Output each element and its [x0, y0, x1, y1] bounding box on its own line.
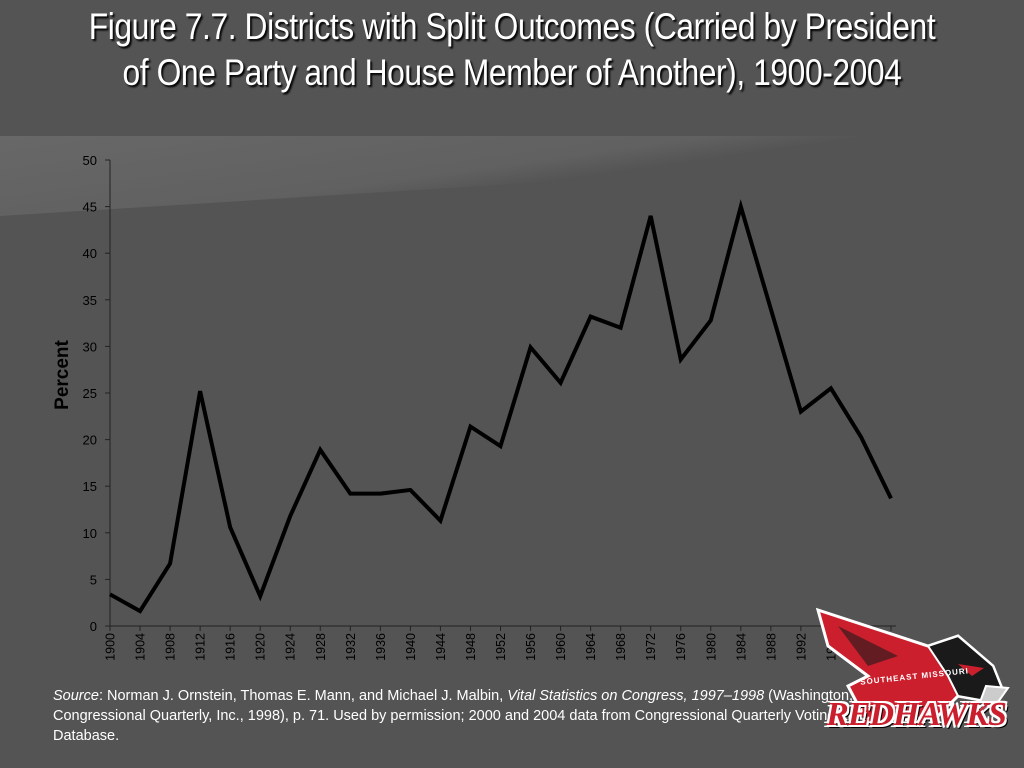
x-tick-label: 1988	[764, 633, 778, 661]
y-tick-label: 50	[83, 153, 97, 168]
source-text-1: : Norman J. Ornstein, Thomas E. Mann, an…	[98, 688, 508, 704]
x-tick-label: 1952	[494, 633, 508, 661]
y-tick-label: 30	[83, 339, 97, 354]
x-tick-label: 1932	[344, 633, 358, 661]
x-tick-label: 1968	[614, 633, 628, 661]
x-tick-label: 1944	[434, 633, 448, 661]
source-note: Source: Norman J. Ornstein, Thomas E. Ma…	[53, 686, 933, 746]
y-tick-label: 20	[83, 433, 97, 448]
x-tick-label: 1940	[404, 633, 418, 661]
x-tick-label: 1980	[704, 633, 718, 661]
logo-wordmark: REDHAWKS	[826, 696, 1007, 733]
y-tick-label: 0	[90, 619, 97, 634]
slide-title: Figure 7.7. Districts with Split Outcome…	[88, 6, 936, 93]
x-tick-label: 1920	[254, 633, 268, 661]
x-tick-label: 1936	[374, 633, 388, 661]
y-tick-label: 35	[83, 293, 97, 308]
x-tick-label: 1908	[164, 633, 178, 661]
x-tick-label: 1948	[464, 633, 478, 661]
redhawk-mascot-icon	[815, 607, 1010, 726]
x-tick-label: 1960	[554, 633, 568, 661]
x-tick-label: 1912	[194, 633, 208, 661]
x-tick-label: 1984	[734, 633, 748, 661]
series-line	[109, 199, 893, 614]
source-prefix: Source	[53, 688, 99, 704]
y-tick-label: 5	[90, 572, 97, 587]
x-tick-label: 1904	[134, 633, 148, 661]
x-tick-label: 1924	[284, 633, 298, 661]
x-tick-label: 1956	[524, 633, 538, 661]
x-tick-label: 1900	[104, 633, 118, 661]
y-tick-label: 10	[83, 526, 97, 541]
source-book-title: Vital Statistics on Congress, 1997–1998	[507, 688, 765, 704]
x-tick-label: 1928	[314, 633, 328, 661]
x-tick-label: 1976	[674, 633, 688, 661]
source-text-2: (Washington, D.C.: Congressional Quarter…	[53, 688, 927, 744]
y-tick-label: 15	[83, 479, 97, 494]
x-tick-label: 1964	[584, 633, 598, 661]
y-axis-title: Percent	[52, 339, 73, 409]
x-tick-label: 1916	[224, 633, 238, 661]
x-tick-label: 1992	[794, 633, 808, 661]
y-tick-label: 25	[83, 386, 97, 401]
y-tick-label: 45	[83, 200, 97, 215]
x-tick-label: 1972	[644, 633, 658, 661]
y-tick-label: 40	[83, 246, 97, 261]
